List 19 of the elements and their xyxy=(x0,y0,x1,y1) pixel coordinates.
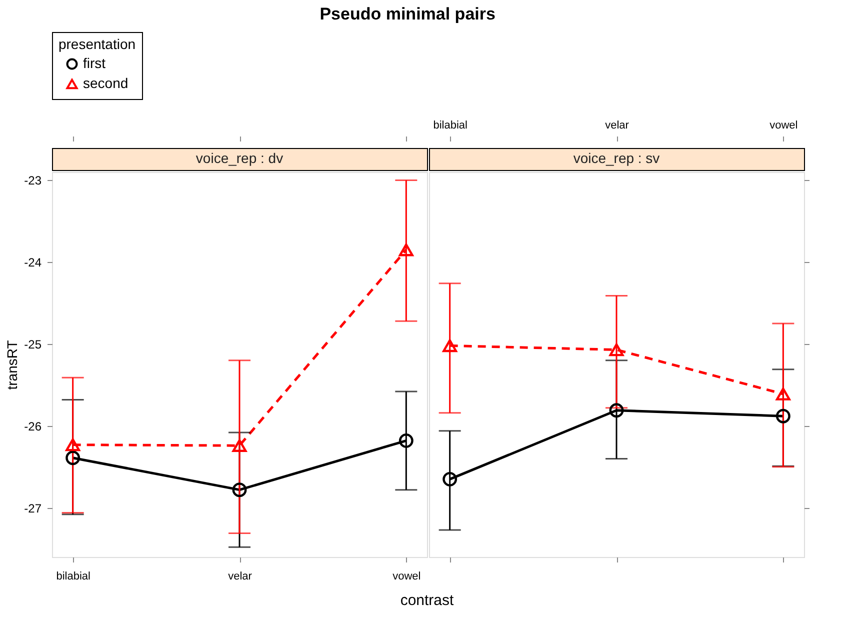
x-tick-label: vowel xyxy=(392,570,421,582)
x-tick-label: velar xyxy=(605,120,630,132)
x-tick-label: vowel xyxy=(770,120,798,132)
legend-label: first xyxy=(83,55,106,71)
chart-title: Pseudo minimal pairs xyxy=(320,4,496,24)
legend-title: presentation xyxy=(58,36,136,52)
chart-subtitle: voice_rep : sv xyxy=(573,150,660,166)
y-tick-label: -24 xyxy=(24,256,42,270)
legend-label: second xyxy=(83,75,128,91)
chart-subtitle: voice_rep : dv xyxy=(196,150,284,166)
y-tick-label: -26 xyxy=(24,419,42,434)
x-axis-title: contrast xyxy=(400,592,455,609)
x-tick-label: bilabial xyxy=(56,570,90,582)
y-tick-label: -27 xyxy=(24,501,42,516)
y-axis-title: transRT xyxy=(4,340,20,390)
y-tick-label: -23 xyxy=(24,174,42,188)
y-tick-label: -25 xyxy=(24,338,42,352)
x-tick-label: bilabial xyxy=(433,120,468,132)
x-tick-label: velar xyxy=(228,570,252,582)
